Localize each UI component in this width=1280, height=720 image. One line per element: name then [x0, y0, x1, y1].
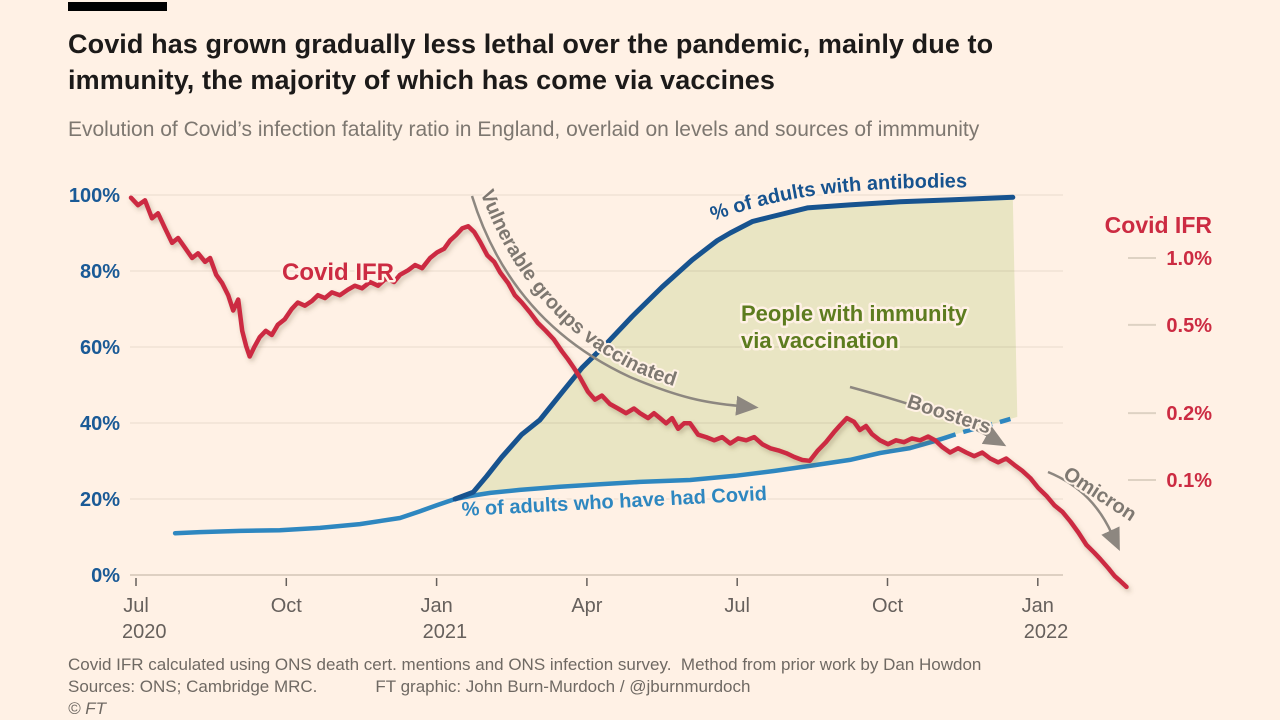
right-axis-tick-label: 0.5% — [1166, 315, 1212, 337]
chart-footer: Covid IFR calculated using ONS death cer… — [68, 654, 1218, 720]
footnote: Covid IFR calculated using ONS death cer… — [68, 655, 982, 674]
x-tick-label: Apr — [571, 595, 602, 617]
omicron-arrow — [1047, 470, 1120, 552]
source-line: Sources: ONS; Cambridge MRC. FT graphic: … — [68, 676, 1218, 698]
right-axis-tick-label: 0.2% — [1166, 403, 1212, 425]
covid-ifr-line — [128, 195, 1129, 590]
right-axis-title: Covid IFR — [1105, 212, 1213, 238]
left-axis-tick-label: 100% — [69, 185, 120, 207]
vaccination-area-label-line2: via vaccination — [741, 328, 899, 353]
title-line-2: immunity, the majority of which has come… — [68, 65, 776, 95]
x-tick-label: Jan — [1022, 595, 1054, 617]
omicron-annotation: Omicron — [1059, 463, 1140, 526]
page-title: Covid has grown gradually less lethal ov… — [68, 26, 1198, 98]
vulnerable-groups-annotation: Vulnerable groups vaccinated — [476, 187, 680, 391]
right-axis-tick-label: 1.0% — [1166, 248, 1212, 270]
covid-ifr-label: Covid IFR — [282, 259, 394, 286]
copyright: © FT — [68, 699, 107, 718]
title-line-1: Covid has grown gradually less lethal ov… — [68, 29, 994, 59]
vaccination-area-label-line1: People with immunity — [741, 301, 968, 326]
x-tick-label: Oct — [872, 595, 904, 617]
chart-subtitle: Evolution of Covid’s infection fatality … — [68, 118, 980, 141]
boosters-arrow — [849, 385, 1007, 447]
x-tick-label: Jul — [123, 595, 149, 617]
left-axis-tick-label: 80% — [80, 261, 120, 283]
vaccination-immunity-area — [455, 197, 1018, 500]
vulnerable-groups-arrow — [470, 195, 759, 416]
x-tick-year-label: 2020 — [122, 621, 167, 643]
graphic-credit: FT graphic: John Burn-Murdoch / @jburnmu… — [375, 677, 751, 696]
x-tick-label: Jan — [420, 595, 452, 617]
x-tick-year-label: 2022 — [1024, 621, 1069, 643]
right-axis-tick-label: 0.1% — [1166, 470, 1212, 492]
left-axis-tick-label: 40% — [80, 413, 120, 435]
x-tick-label: Jul — [724, 595, 750, 617]
left-axis-tick-label: 60% — [80, 337, 120, 359]
had-covid-line-projection — [944, 414, 1018, 440]
ft-accent-bar — [68, 2, 167, 11]
x-tick-year-label: 2021 — [423, 621, 468, 643]
left-axis-tick-label: 20% — [80, 489, 120, 511]
antibodies-line — [452, 194, 1016, 502]
left-axis-tick-label: 0% — [91, 565, 120, 587]
had-covid-line — [172, 435, 948, 536]
x-tick-label: Oct — [271, 595, 303, 617]
sources: Sources: ONS; Cambridge MRC. — [68, 677, 318, 696]
